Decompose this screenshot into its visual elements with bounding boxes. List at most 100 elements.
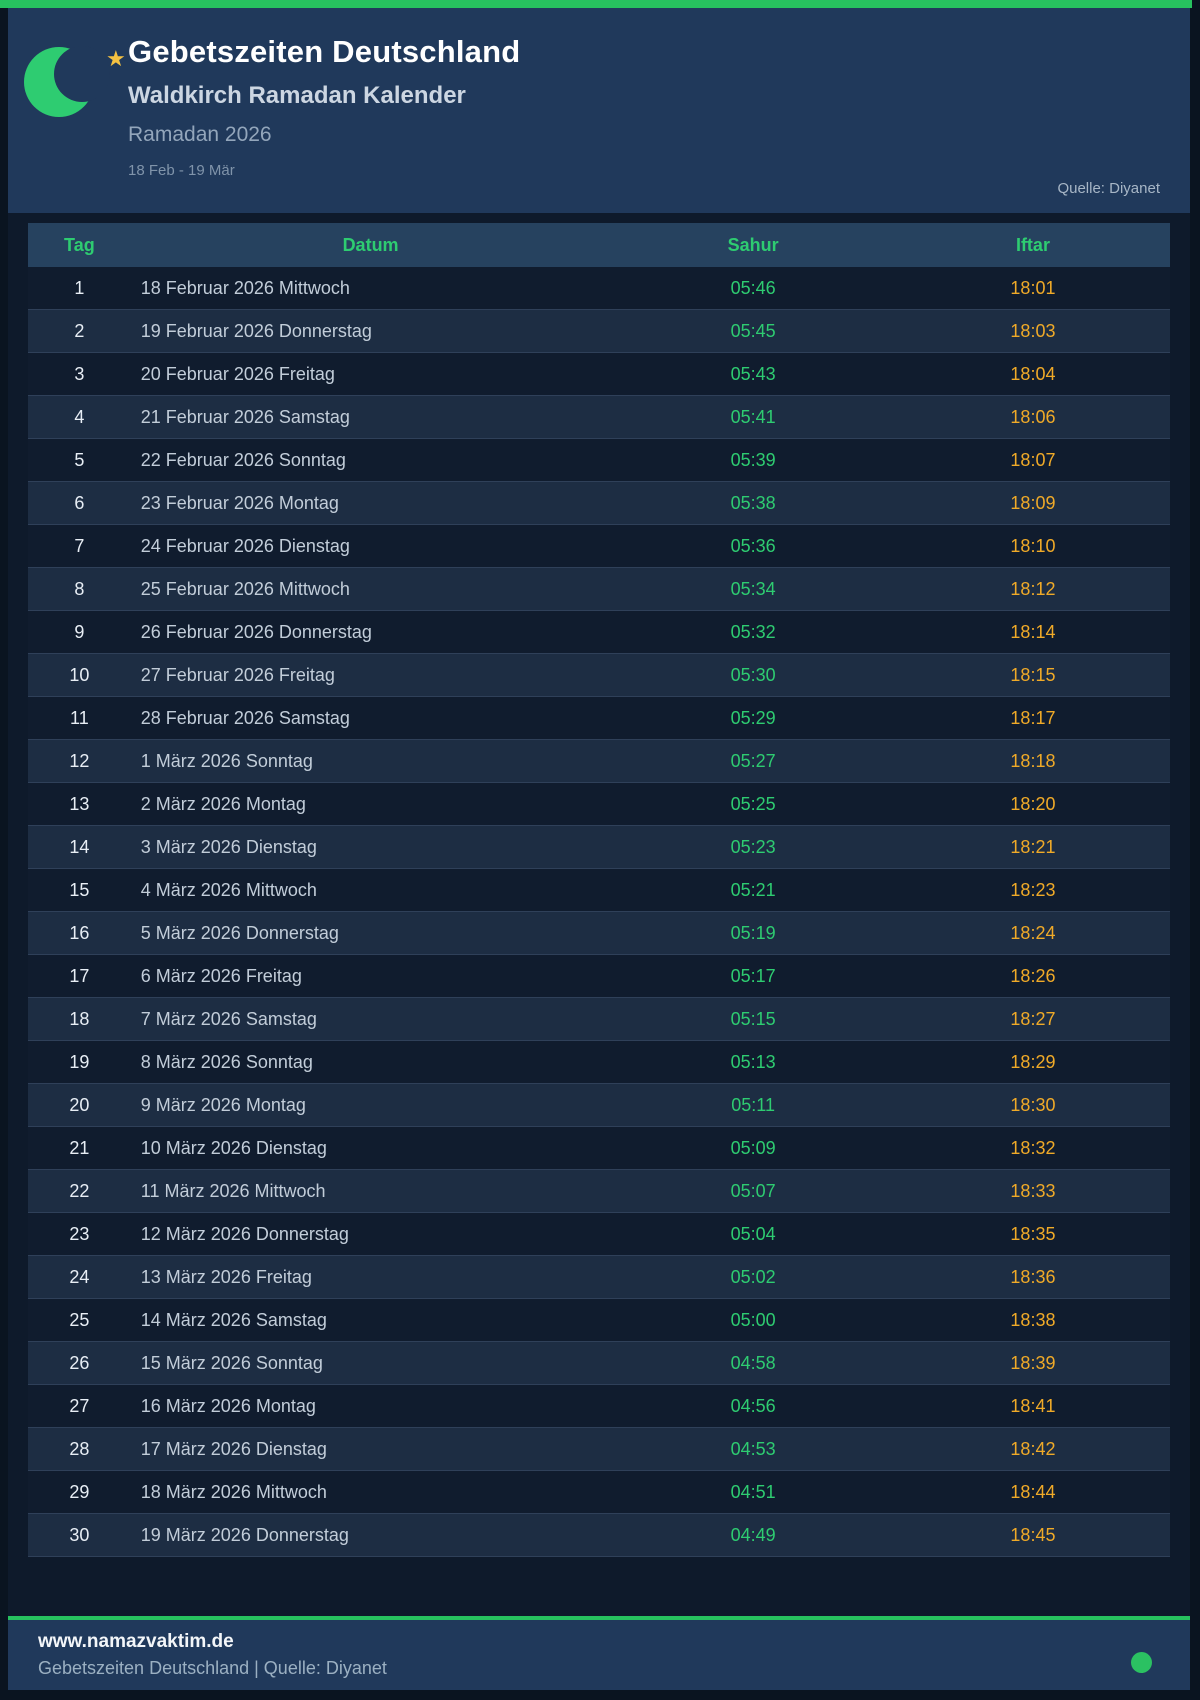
day-number-cell: 9 — [74, 621, 85, 642]
table-row: 9 26 Februar 2026 Donnerstag 05:32 18:14 — [28, 610, 1170, 654]
table-row: 23 12 März 2026 Donnerstag 05:04 18:35 — [28, 1212, 1170, 1256]
day-number-cell: 23 — [69, 1223, 90, 1244]
date-cell: 17 März 2026 Dienstag — [140, 1438, 327, 1459]
day-number-cell: 25 — [69, 1309, 90, 1330]
date-cell: 23 Februar 2026 Montag — [140, 492, 339, 513]
table-row: 2 19 Februar 2026 Donnerstag 05:45 18:03 — [28, 309, 1170, 353]
sahur-time-cell: 05:04 — [730, 1223, 776, 1244]
iftar-time-cell: 18:42 — [1010, 1438, 1056, 1459]
iftar-time-cell: 18:39 — [1010, 1352, 1056, 1373]
prayer-times-section: Tag Datum Sahur Iftar 1 18 Februar 2026 … — [8, 213, 1190, 1557]
table-row: 26 15 März 2026 Sonntag 04:58 18:39 — [28, 1341, 1170, 1385]
date-cell: 4 März 2026 Mittwoch — [140, 879, 317, 900]
iftar-time-cell: 18:44 — [1010, 1481, 1056, 1502]
day-number-cell: 12 — [69, 750, 90, 771]
date-cell: 6 März 2026 Freitag — [140, 965, 302, 986]
website-link[interactable]: www.namazvaktim.de — [38, 1631, 234, 1652]
day-number-cell: 2 — [74, 320, 85, 341]
table-row: 24 13 März 2026 Freitag 05:02 18:36 — [28, 1255, 1170, 1299]
sahur-time-cell: 05:36 — [730, 535, 776, 556]
iftar-time-cell: 18:14 — [1010, 621, 1056, 642]
date-cell: 20 Februar 2026 Freitag — [140, 363, 335, 384]
header: ★ Gebetszeiten Deutschland Waldkirch Ram… — [8, 8, 1190, 213]
date-cell: 28 Februar 2026 Samstag — [140, 707, 350, 728]
iftar-time-cell: 18:26 — [1010, 965, 1056, 986]
sahur-time-cell: 05:07 — [730, 1180, 776, 1201]
top-accent-bar — [0, 0, 1192, 8]
prayer-times-table: Tag Datum Sahur Iftar 1 18 Februar 2026 … — [28, 223, 1170, 1557]
day-number-cell: 26 — [69, 1352, 90, 1373]
header-titles: Gebetszeiten Deutschland Waldkirch Ramad… — [128, 34, 520, 179]
date-cell: 2 März 2026 Montag — [140, 793, 306, 814]
day-number-cell: 13 — [69, 793, 90, 814]
column-header-sahur: Sahur — [610, 223, 896, 267]
day-number-cell: 22 — [69, 1180, 90, 1201]
table-row: 20 9 März 2026 Montag 05:11 18:30 — [28, 1083, 1170, 1127]
day-number-cell: 5 — [74, 449, 85, 470]
day-number-cell: 16 — [69, 922, 90, 943]
iftar-time-cell: 18:32 — [1010, 1137, 1056, 1158]
iftar-time-cell: 18:15 — [1010, 664, 1056, 685]
table-row: 14 3 März 2026 Dienstag 05:23 18:21 — [28, 825, 1170, 869]
sahur-time-cell: 04:53 — [730, 1438, 776, 1459]
day-number-cell: 27 — [69, 1395, 90, 1416]
iftar-time-cell: 18:06 — [1010, 406, 1056, 427]
iftar-time-cell: 18:21 — [1010, 836, 1056, 857]
sahur-time-cell: 04:51 — [730, 1481, 776, 1502]
sahur-time-cell: 05:32 — [730, 621, 776, 642]
table-row: 29 18 März 2026 Mittwoch 04:51 18:44 — [28, 1470, 1170, 1514]
day-number-cell: 30 — [69, 1524, 90, 1545]
day-number-cell: 7 — [74, 535, 85, 556]
iftar-time-cell: 18:03 — [1010, 320, 1056, 341]
date-cell: 5 März 2026 Donnerstag — [140, 922, 339, 943]
page-title: Gebetszeiten Deutschland — [128, 34, 521, 69]
table-row: 11 28 Februar 2026 Samstag 05:29 18:17 — [28, 696, 1170, 740]
iftar-time-cell: 18:01 — [1010, 277, 1056, 298]
table-row: 25 14 März 2026 Samstag 05:00 18:38 — [28, 1298, 1170, 1342]
table-row: 17 6 März 2026 Freitag 05:17 18:26 — [28, 954, 1170, 998]
date-cell: 7 März 2026 Samstag — [140, 1008, 317, 1029]
iftar-time-cell: 18:36 — [1010, 1266, 1056, 1287]
sahur-time-cell: 05:46 — [730, 277, 776, 298]
day-number-cell: 8 — [74, 578, 85, 599]
footer-tagline: Gebetszeiten Deutschland | Quelle: Diyan… — [38, 1658, 387, 1678]
sahur-time-cell: 04:56 — [730, 1395, 776, 1416]
date-cell: 11 März 2026 Mittwoch — [140, 1180, 326, 1201]
iftar-time-cell: 18:20 — [1010, 793, 1056, 814]
table-row: 22 11 März 2026 Mittwoch 05:07 18:33 — [28, 1169, 1170, 1213]
table-row: 21 10 März 2026 Dienstag 05:09 18:32 — [28, 1126, 1170, 1170]
iftar-time-cell: 18:24 — [1010, 922, 1056, 943]
day-number-cell: 19 — [69, 1051, 90, 1072]
sahur-time-cell: 04:58 — [730, 1352, 776, 1373]
sahur-time-cell: 05:02 — [730, 1266, 776, 1287]
crescent-moon-icon: ★ — [22, 36, 132, 126]
sahur-time-cell: 04:49 — [730, 1524, 776, 1545]
iftar-time-cell: 18:12 — [1010, 578, 1056, 599]
table-row: 19 8 März 2026 Sonntag 05:13 18:29 — [28, 1040, 1170, 1084]
footer: www.namazvaktim.de Gebetszeiten Deutschl… — [8, 1616, 1190, 1690]
sahur-time-cell: 05:29 — [730, 707, 776, 728]
date-range: 18 Feb - 19 Mär — [128, 162, 235, 179]
sahur-time-cell: 05:11 — [731, 1094, 775, 1115]
iftar-time-cell: 18:35 — [1010, 1223, 1056, 1244]
iftar-time-cell: 18:10 — [1010, 535, 1056, 556]
table-row: 5 22 Februar 2026 Sonntag 05:39 18:07 — [28, 438, 1170, 482]
table-row: 27 16 März 2026 Montag 04:56 18:41 — [28, 1384, 1170, 1428]
page-body: ★ Gebetszeiten Deutschland Waldkirch Ram… — [8, 8, 1190, 1690]
iftar-time-cell: 18:17 — [1010, 707, 1056, 728]
column-header-tag: Tag — [28, 223, 131, 267]
day-number-cell: 3 — [74, 363, 85, 384]
sahur-time-cell: 05:38 — [730, 492, 776, 513]
date-cell: 14 März 2026 Samstag — [140, 1309, 327, 1330]
source-label: Quelle: Diyanet — [1057, 180, 1160, 197]
sahur-time-cell: 05:34 — [730, 578, 776, 599]
ramadan-period: Ramadan 2026 — [128, 123, 272, 146]
date-cell: 1 März 2026 Sonntag — [140, 750, 313, 771]
sahur-time-cell: 05:30 — [730, 664, 776, 685]
table-row: 28 17 März 2026 Dienstag 04:53 18:42 — [28, 1427, 1170, 1471]
star-icon: ★ — [106, 46, 126, 71]
day-number-cell: 20 — [69, 1094, 90, 1115]
iftar-time-cell: 18:18 — [1010, 750, 1056, 771]
table-header-row: Tag Datum Sahur Iftar — [28, 223, 1170, 267]
iftar-time-cell: 18:30 — [1010, 1094, 1056, 1115]
